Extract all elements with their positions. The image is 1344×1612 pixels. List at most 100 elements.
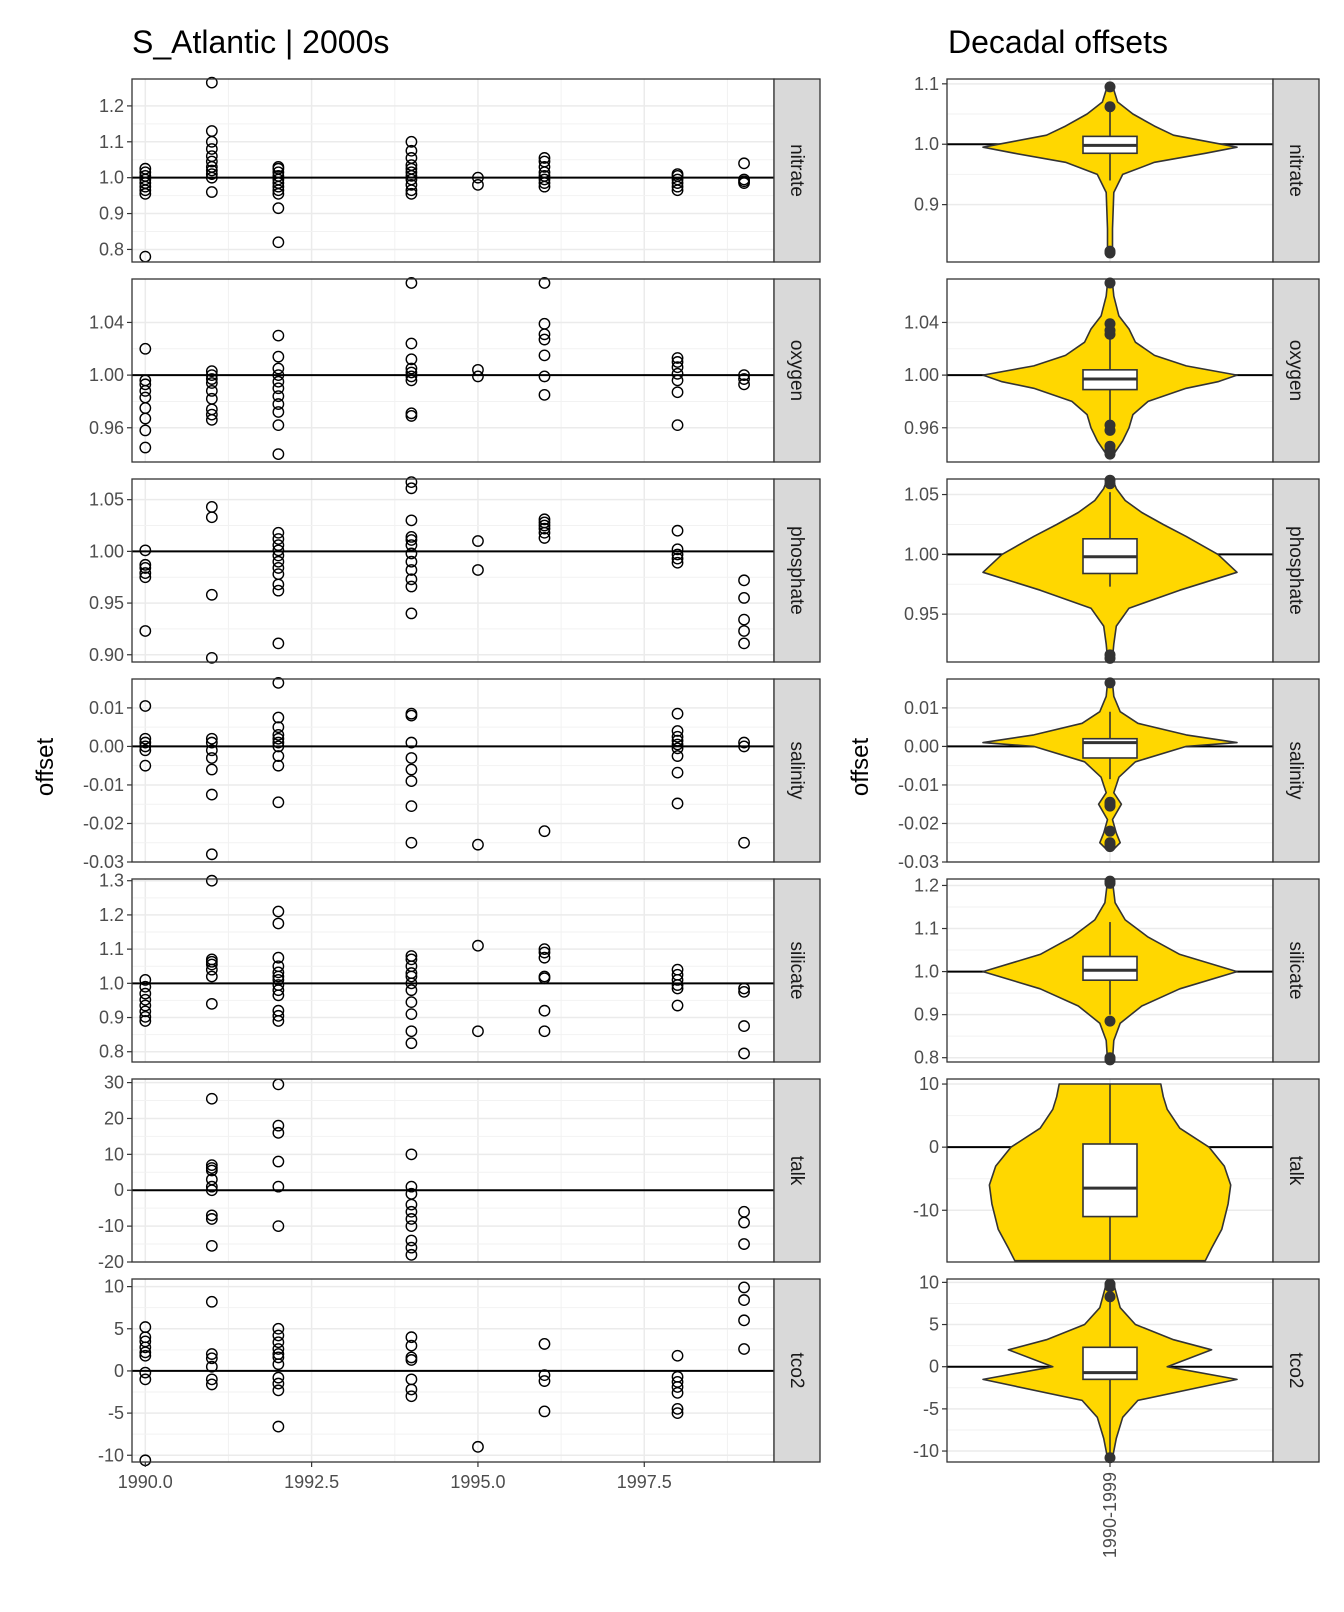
data-point xyxy=(738,1047,750,1060)
data-point xyxy=(205,1162,218,1174)
data-point xyxy=(272,1351,285,1364)
data-point xyxy=(405,836,418,849)
data-point xyxy=(205,732,218,745)
data-point xyxy=(205,1373,218,1386)
data-point xyxy=(205,752,218,764)
data-point xyxy=(738,369,750,382)
data-point xyxy=(671,1370,684,1383)
data-point xyxy=(405,996,418,1009)
data-point xyxy=(205,970,218,983)
data-point xyxy=(405,482,418,495)
data-point xyxy=(272,1009,285,1022)
data-point xyxy=(272,1119,285,1132)
data-point xyxy=(738,836,750,849)
data-point xyxy=(272,161,285,173)
data-point xyxy=(139,562,152,574)
data-point xyxy=(139,974,152,986)
data-point xyxy=(671,999,684,1012)
data-point xyxy=(139,1015,152,1027)
scatter-y-tick-label: 0.9 xyxy=(99,204,124,224)
facet-panels: 0.80.91.01.11.2nitrate0.961.001.04oxygen… xyxy=(83,74,1320,1558)
data-point xyxy=(738,613,750,626)
scatter-y-tick-label: 30 xyxy=(104,1073,124,1093)
data-point xyxy=(671,374,684,387)
data-point xyxy=(405,366,418,379)
scatter-nitrate-strip-label: nitrate xyxy=(786,144,807,197)
outlier-point xyxy=(1104,318,1116,330)
data-point xyxy=(671,738,684,751)
data-point xyxy=(538,825,551,838)
data-point xyxy=(405,800,418,813)
violin-talk-strip-label: talk xyxy=(1285,1156,1306,1186)
data-point xyxy=(272,1220,285,1233)
data-point xyxy=(538,1369,551,1382)
data-point xyxy=(139,441,152,454)
data-point xyxy=(205,1348,218,1360)
data-point xyxy=(139,166,152,179)
violin-y-tick-label: -10 xyxy=(913,1441,939,1461)
data-point xyxy=(671,367,684,380)
data-point xyxy=(205,1213,218,1225)
data-point xyxy=(139,980,152,993)
data-point xyxy=(405,707,418,720)
data-point xyxy=(205,1295,218,1308)
data-point xyxy=(139,1010,152,1023)
outlier-point xyxy=(1104,440,1116,452)
violin-y-tick-label: 0.9 xyxy=(914,195,939,215)
data-point xyxy=(272,1329,285,1342)
scatter-panel-talk: -20 -10 0 10 20 30 talk xyxy=(98,1073,821,1272)
data-point xyxy=(272,369,285,382)
left-chart-title: S_Atlantic | 2000s xyxy=(132,24,389,60)
data-point xyxy=(405,159,418,172)
data-point xyxy=(139,374,152,387)
data-point xyxy=(139,700,152,712)
scatter-y-tick-label: -5 xyxy=(108,1403,124,1423)
data-point xyxy=(538,349,551,362)
data-point xyxy=(671,734,684,747)
violin-y-tick-label: 1.2 xyxy=(914,875,939,895)
data-point xyxy=(205,76,218,89)
outlier-point xyxy=(1104,81,1116,93)
scatter-y-tick-label: 0.01 xyxy=(89,698,124,718)
data-point xyxy=(405,607,418,620)
violin-y-tick-label: -5 xyxy=(923,1399,939,1419)
scatter-y-tick-label: 1.04 xyxy=(89,312,124,332)
data-point xyxy=(671,963,684,976)
scatter-tco2-strip-label: tco2 xyxy=(786,1353,807,1389)
data-point xyxy=(272,917,285,930)
outlier-point xyxy=(1104,825,1116,837)
data-point xyxy=(205,385,218,397)
data-point xyxy=(405,337,418,350)
violin-y-tick-label: 1.04 xyxy=(904,312,939,332)
data-point xyxy=(205,501,218,513)
data-point xyxy=(671,730,684,743)
outlier-point xyxy=(1104,649,1116,661)
data-point xyxy=(405,370,418,383)
data-point xyxy=(272,711,285,724)
data-point xyxy=(272,390,285,403)
data-point xyxy=(405,1008,418,1021)
data-point xyxy=(738,1294,750,1306)
scatter-y-tick-label: -0.01 xyxy=(83,775,124,795)
data-point xyxy=(538,519,551,532)
data-point xyxy=(405,1248,418,1261)
data-point xyxy=(472,939,484,952)
x-tick-label: 1990.0 xyxy=(118,1472,173,1492)
scatter-talk-strip xyxy=(773,1078,821,1263)
violin-y-tick-label: 1.00 xyxy=(904,365,939,385)
data-point xyxy=(272,1371,285,1384)
data-point xyxy=(272,382,285,395)
violin-y-tick-label: -0.03 xyxy=(898,852,939,872)
violin-y-tick-label: 0.9 xyxy=(914,1005,939,1025)
data-point xyxy=(405,1241,418,1254)
scatter-y-tick-label: -0.02 xyxy=(83,813,124,833)
data-point xyxy=(738,1314,750,1327)
data-point xyxy=(738,982,750,995)
scatter-y-tick-label: 10 xyxy=(104,1277,124,1297)
data-point xyxy=(205,874,218,887)
violin-y-tick-label: 10 xyxy=(919,1074,939,1094)
data-point xyxy=(272,568,285,581)
outlier-point xyxy=(1104,837,1116,849)
outlier-point xyxy=(1104,245,1116,257)
outlier-point xyxy=(1104,1278,1116,1290)
